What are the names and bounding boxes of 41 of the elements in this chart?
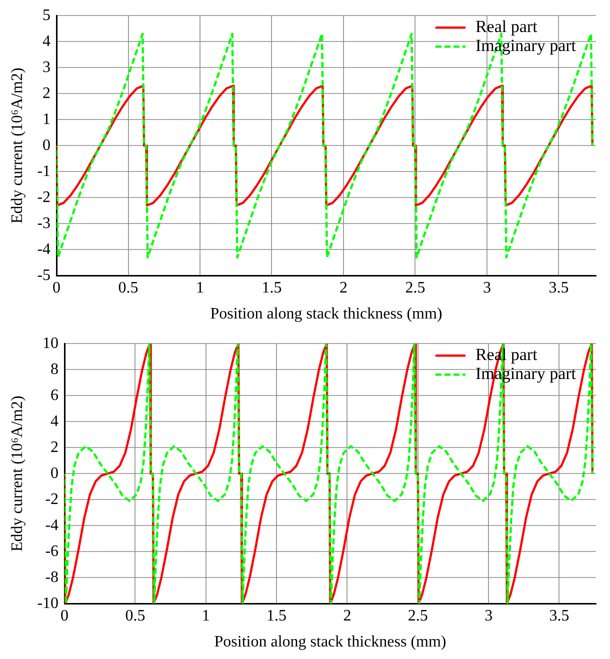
y-tick-label: 0 [42,136,51,154]
y-tick-label: 2 [50,438,59,456]
y-axis-title: Eddy current (10⁶A/m2) [8,396,26,552]
x-tick-label: 3 [482,279,491,296]
y-tick-label: -1 [37,162,51,180]
y-tick-label: -4 [37,240,51,258]
y-tick-label: -3 [37,214,51,232]
y-tick-label: -2 [45,490,59,508]
x-tick-label: 2.5 [408,607,428,624]
x-tick-label: 2.5 [405,279,426,296]
y-tick-label: 3 [42,58,51,76]
x-tick-label: 3.5 [548,279,569,296]
y-tick-label: 5 [42,6,51,24]
y-tick-label: 1 [42,110,51,128]
y-tick-label: -6 [45,542,59,560]
x-tick-label: 0.5 [118,279,138,296]
x-tick-label: 1.5 [262,279,282,296]
y-tick-label: -4 [45,516,59,534]
x-axis-title: Position along stack thickness (mm) [214,634,446,651]
x-tick-label: 1 [202,607,210,624]
y-tick-label: 0 [50,464,59,482]
y-tick-label: -8 [45,568,59,586]
x-tick-label: 0.5 [125,607,146,624]
y-tick-label: 4 [42,32,51,50]
y-axis-title: Eddy current (10⁶A/m2) [8,68,26,224]
x-tick-label: 3.5 [549,607,570,624]
x-tick-label: 3 [484,607,493,624]
x-tick-label: 1.5 [266,607,287,624]
y-tick-label: 4 [50,412,59,430]
y-tick-label: 2 [42,84,51,102]
y-tick-label: -5 [37,266,51,284]
y-tick-label: 10 [42,334,59,352]
x-tick-label: 2 [343,607,352,624]
legend-label: Real part [475,17,538,36]
x-axis-title: Position along stack thickness (mm) [210,306,442,323]
y-tick-label: 6 [50,386,59,404]
y-tick-label: -2 [37,188,51,206]
y-tick-label: 8 [50,360,59,378]
y-tick-label: -10 [37,594,59,612]
x-tick-label: 2 [339,279,348,296]
x-tick-label: 1 [196,279,204,296]
